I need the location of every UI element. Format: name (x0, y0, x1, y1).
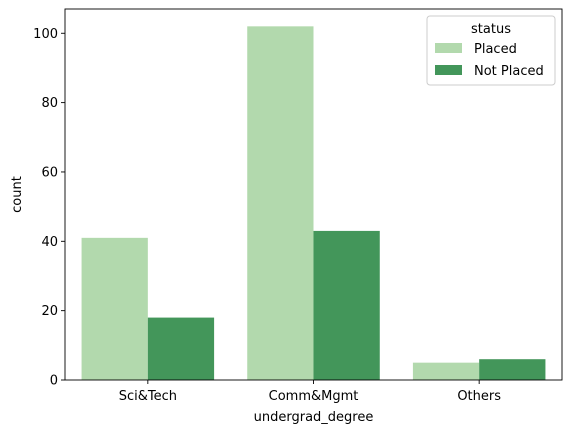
legend-entry-label: Not Placed (474, 64, 544, 79)
y-tick-label: 40 (41, 235, 58, 250)
y-axis: 0 20 40 60 80 100 (33, 27, 65, 389)
legend-swatch (435, 65, 462, 75)
x-axis-label: undergrad_degree (254, 410, 374, 425)
x-tick-label: Sci&Tech (119, 389, 177, 404)
legend-entry-label: Placed (474, 42, 517, 57)
y-tick-label: 80 (41, 96, 58, 111)
x-tick-label: Others (457, 389, 501, 404)
legend: status Placed Not Placed (426, 15, 556, 86)
bar-placed-others (412, 362, 480, 380)
x-tick-label: Comm&Mgmt (269, 389, 359, 404)
bar-placed-sci-tech (81, 237, 148, 380)
y-tick-label: 20 (41, 304, 58, 319)
bar-placed-comm-mgmt (247, 26, 314, 380)
y-tick-label: 100 (33, 27, 58, 42)
y-tick-label: 60 (41, 165, 58, 180)
bar-not-placed-comm-mgmt (313, 230, 380, 380)
plot-frame (64, 8, 563, 381)
y-tick-label: 0 (50, 374, 58, 389)
bar-not-placed-others (479, 359, 546, 380)
bars-group (81, 26, 546, 380)
legend-swatch (435, 43, 462, 53)
legend-title: status (471, 22, 511, 37)
x-axis: Sci&Tech Comm&Mgmt Others (119, 380, 501, 404)
bar-not-placed-sci-tech (147, 317, 215, 380)
y-axis-label: count (10, 176, 25, 213)
